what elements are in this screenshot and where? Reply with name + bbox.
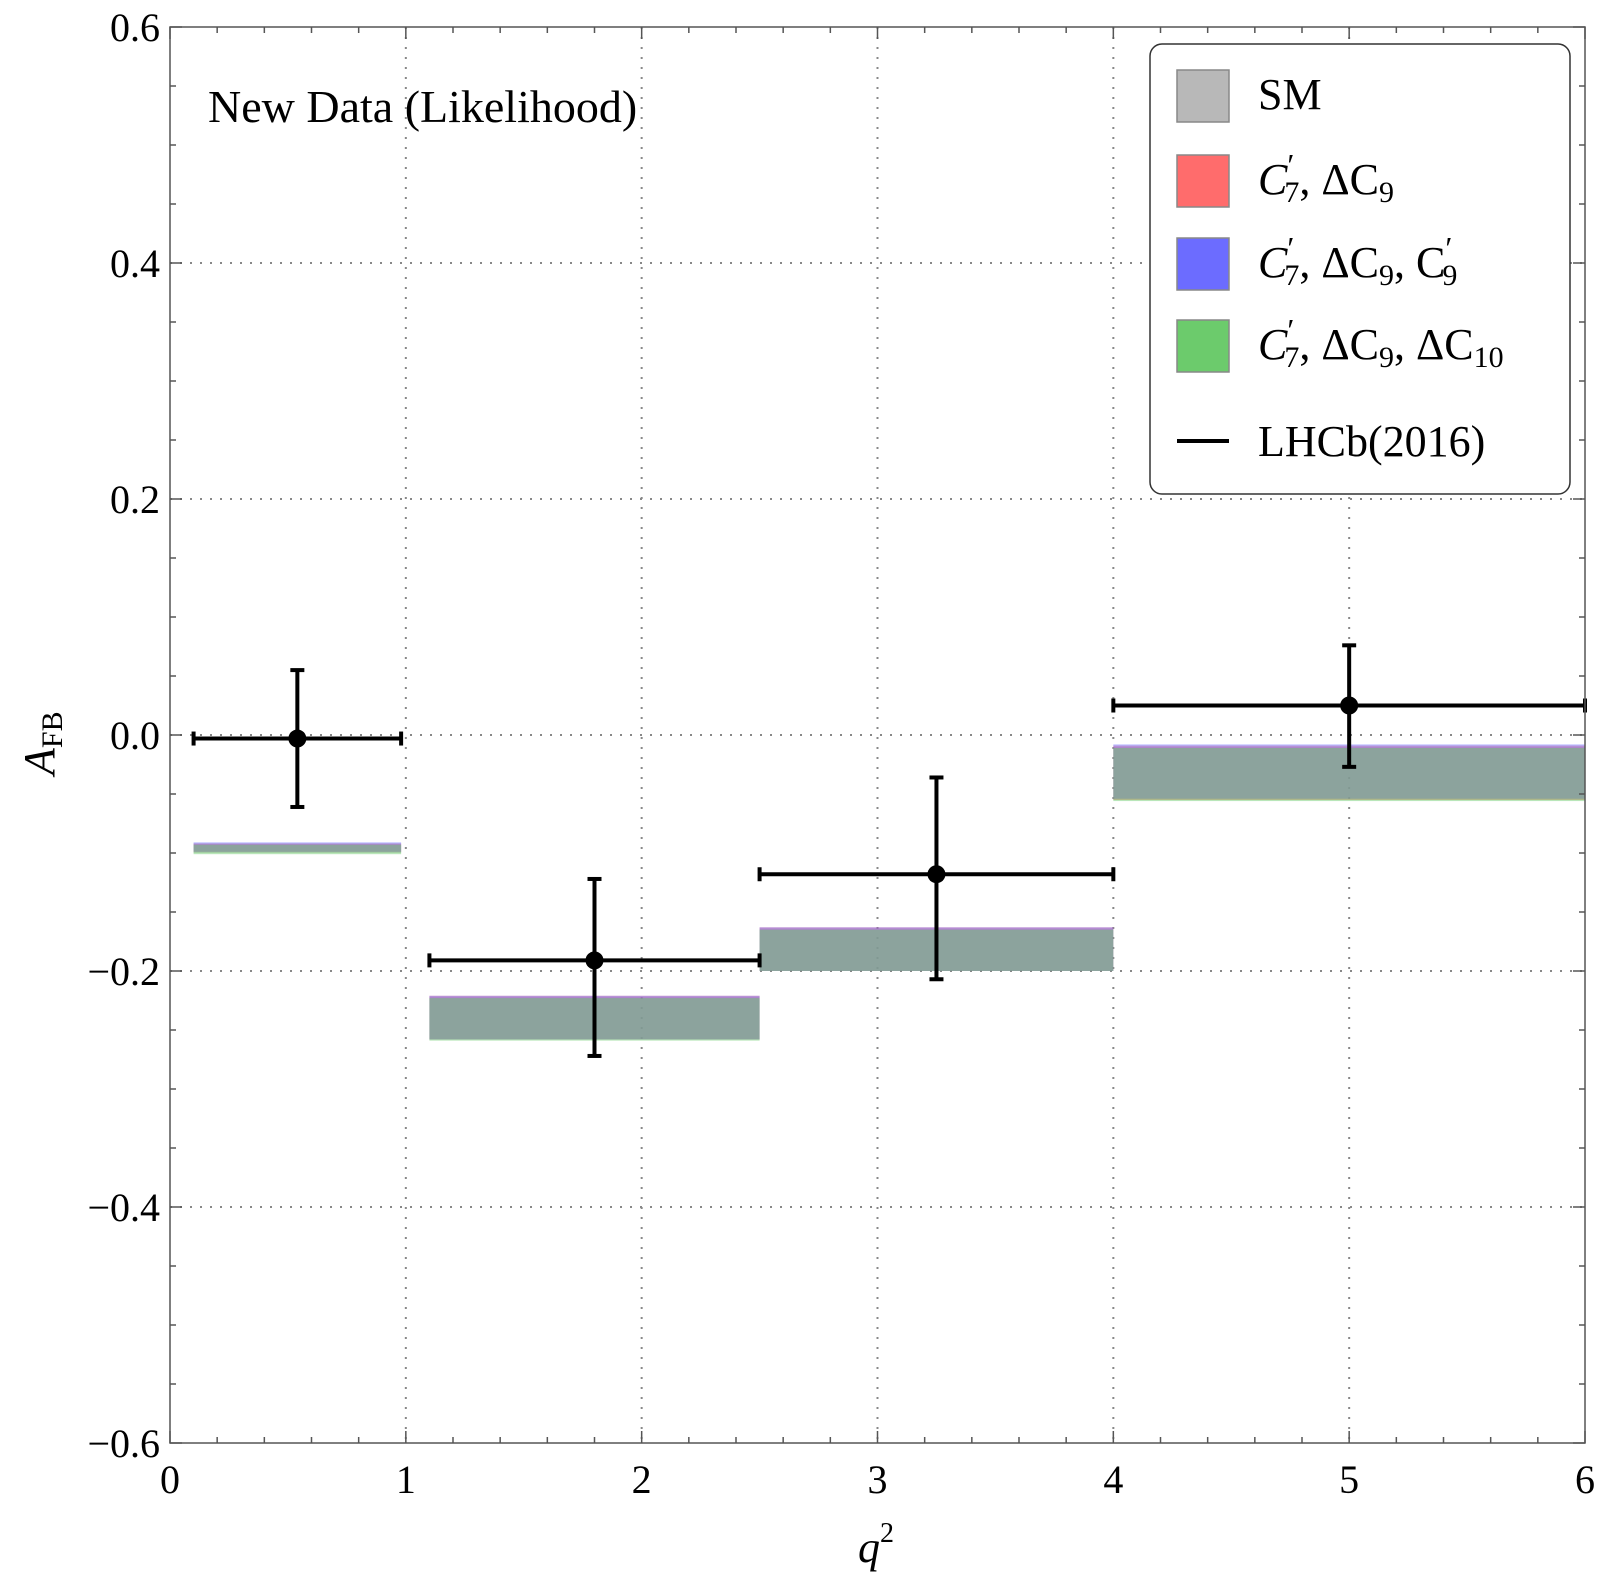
legend: SM C′ 7, ΔC9 C′ 7, ΔC9, C′ 9 C′ 7, ΔC9, ΔC10 LHC…	[1149, 43, 1571, 495]
data-point-0	[288, 729, 307, 748]
band-series3-bin0	[193, 844, 402, 855]
y-tick-label-1: −0.4	[87, 1185, 160, 1230]
x-tick-label-3: 3	[868, 1457, 888, 1502]
x-tick-label-4: 4	[1103, 1457, 1123, 1502]
y-tick-label-5: 0.4	[110, 241, 160, 286]
lhcb-data-points	[191, 643, 1587, 1058]
band-series1-bin0	[193, 843, 402, 852]
data-point-2	[927, 865, 946, 884]
data-point-1	[585, 951, 604, 970]
x-axis-title-sup: 2	[880, 1518, 894, 1549]
y-axis-title: AFB	[15, 711, 69, 778]
legend-swatch-3	[1176, 319, 1230, 373]
x-tick-label-5: 5	[1339, 1457, 1359, 1502]
legend-label-1: C′ 7, ΔC9	[1258, 147, 1394, 209]
y-axis-title-sub: FB	[36, 711, 69, 748]
x-tick-label-0: 0	[160, 1457, 180, 1502]
legend-label-0: SM	[1258, 70, 1322, 119]
legend-swatch-1	[1176, 154, 1230, 208]
legend-label-2: C′ 7, ΔC9, C′ 9	[1258, 230, 1457, 292]
y-tick-label-3: 0.0	[110, 713, 160, 758]
x-axis-title: q2	[858, 1518, 894, 1572]
legend-swatch-2	[1176, 237, 1230, 291]
y-tick-label-4: 0.2	[110, 477, 160, 522]
prediction-bands	[193, 744, 1585, 1041]
x-tick-label-6: 6	[1575, 1457, 1595, 1502]
legend-label-3: C′ 7, ΔC9, ΔC10	[1258, 312, 1504, 374]
x-tick-label-2: 2	[632, 1457, 652, 1502]
band-series2-bin0	[193, 842, 402, 852]
panel-title: New Data (Likelihood)	[208, 81, 637, 132]
y-tick-label-2: −0.2	[87, 949, 160, 994]
legend-swatch-0	[1176, 69, 1230, 123]
grid-lines	[170, 27, 1585, 1443]
x-tick-label-1: 1	[396, 1457, 416, 1502]
axis-ticks: 0 1 2 3 4 5 6 −0.6 −0.4 −0.2 0.0 0.2 0.4 0.6	[87, 5, 1595, 1502]
legend-label-4: LHCb(2016)	[1258, 417, 1485, 466]
data-point-3	[1340, 696, 1359, 715]
y-axis-title-base: A	[15, 747, 64, 778]
x-axis-title-base: q	[858, 1523, 880, 1572]
svg-text:AFB: AFB	[15, 711, 69, 778]
legend-box	[1149, 43, 1571, 495]
y-tick-label-0: −0.6	[87, 1421, 160, 1466]
y-tick-label-6: 0.6	[110, 5, 160, 50]
band-series0-bin0	[193, 843, 402, 853]
